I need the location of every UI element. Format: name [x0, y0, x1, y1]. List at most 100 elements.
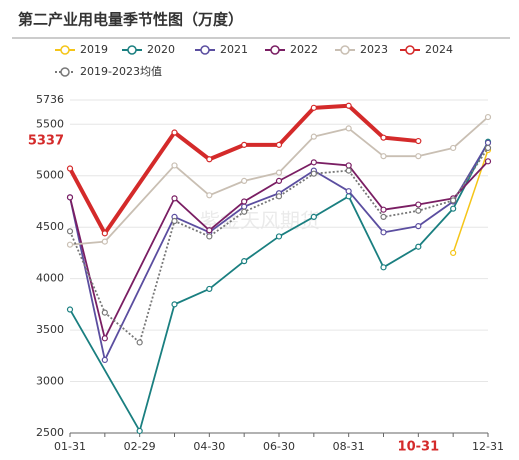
legend-marker	[200, 45, 210, 55]
point	[450, 144, 457, 152]
point	[345, 102, 352, 109]
legend-label: 2024	[425, 43, 453, 56]
y-tick-label: 3500	[36, 323, 64, 336]
point	[275, 177, 283, 184]
point	[275, 233, 283, 240]
point	[310, 170, 317, 177]
legend-marker	[270, 45, 280, 55]
point	[415, 153, 422, 160]
point	[241, 177, 248, 184]
point	[241, 203, 248, 210]
point	[345, 162, 352, 169]
point	[484, 144, 492, 152]
y-tick-label: 5736	[36, 93, 64, 106]
series-line	[69, 147, 489, 344]
legend-marker	[60, 67, 70, 77]
legend-label: 2022	[290, 43, 318, 56]
point	[206, 156, 213, 163]
y-tick-label: 2500	[36, 426, 64, 439]
legend-label: 2020	[147, 43, 175, 56]
point	[450, 205, 457, 212]
point	[101, 309, 108, 316]
point	[310, 104, 317, 111]
point	[415, 243, 422, 250]
series-line	[68, 103, 419, 236]
x-tick-label: 10-31	[398, 440, 440, 455]
series-line	[69, 116, 489, 246]
point	[450, 249, 457, 257]
x-tick-label: 04-30	[193, 440, 225, 453]
point	[484, 113, 492, 121]
point	[310, 213, 317, 220]
point	[136, 427, 143, 435]
point	[66, 241, 74, 248]
point	[275, 193, 283, 200]
chart-title: 第二产业用电量季节性图（万度）	[18, 11, 243, 29]
point	[380, 264, 387, 271]
x-tick-label: 06-30	[263, 440, 295, 453]
point	[380, 206, 387, 213]
point	[415, 223, 422, 230]
point	[101, 356, 108, 364]
point	[171, 162, 178, 169]
point	[484, 139, 492, 146]
x-tick-label: 01-31	[54, 440, 86, 453]
point	[310, 159, 317, 166]
series-line	[452, 149, 489, 254]
watermark: 紫金天风期货	[200, 209, 320, 233]
point	[66, 194, 74, 201]
legend-label: 2023	[360, 43, 388, 56]
legend-marker	[405, 45, 415, 55]
legend-marker	[60, 45, 70, 55]
point	[171, 217, 178, 225]
point	[275, 169, 283, 176]
y-tick-label: 4000	[36, 272, 64, 285]
series-line	[69, 160, 489, 340]
point	[345, 167, 352, 174]
point	[241, 258, 248, 265]
y-tick-label: 3000	[36, 375, 64, 388]
point	[136, 339, 143, 346]
point	[206, 192, 213, 199]
x-tick-label: 02-29	[124, 440, 156, 453]
x-tick-label: 08-31	[333, 440, 365, 453]
point	[101, 335, 108, 342]
point	[66, 228, 74, 235]
point	[345, 188, 352, 195]
legend-marker	[127, 45, 137, 55]
x-tick-label: 12-31	[472, 440, 504, 453]
point	[206, 285, 213, 293]
point	[241, 208, 248, 215]
point	[66, 165, 74, 172]
point	[380, 134, 387, 141]
point	[380, 213, 387, 220]
legend-label: 2019	[80, 43, 108, 56]
point	[171, 301, 178, 308]
point	[101, 238, 108, 245]
point	[241, 198, 248, 205]
point	[101, 230, 108, 237]
point	[206, 233, 213, 240]
legend-label: 2019-2023均值	[80, 65, 162, 78]
point	[380, 229, 387, 236]
point	[450, 197, 457, 204]
y-highlight-label: 5337	[28, 134, 64, 149]
point	[345, 125, 352, 132]
point	[415, 207, 422, 214]
point	[206, 227, 213, 234]
point	[415, 137, 422, 145]
point	[275, 141, 283, 148]
point	[415, 201, 422, 208]
point	[171, 129, 178, 136]
series-line	[69, 141, 489, 432]
legend-marker	[340, 45, 350, 55]
legend-label: 2021	[220, 43, 248, 56]
y-tick-label: 4500	[36, 220, 64, 233]
series-line	[69, 142, 489, 361]
y-tick-label: 5500	[36, 117, 64, 130]
point	[241, 141, 248, 148]
y-tick-label: 5000	[36, 169, 64, 182]
point	[310, 133, 317, 140]
